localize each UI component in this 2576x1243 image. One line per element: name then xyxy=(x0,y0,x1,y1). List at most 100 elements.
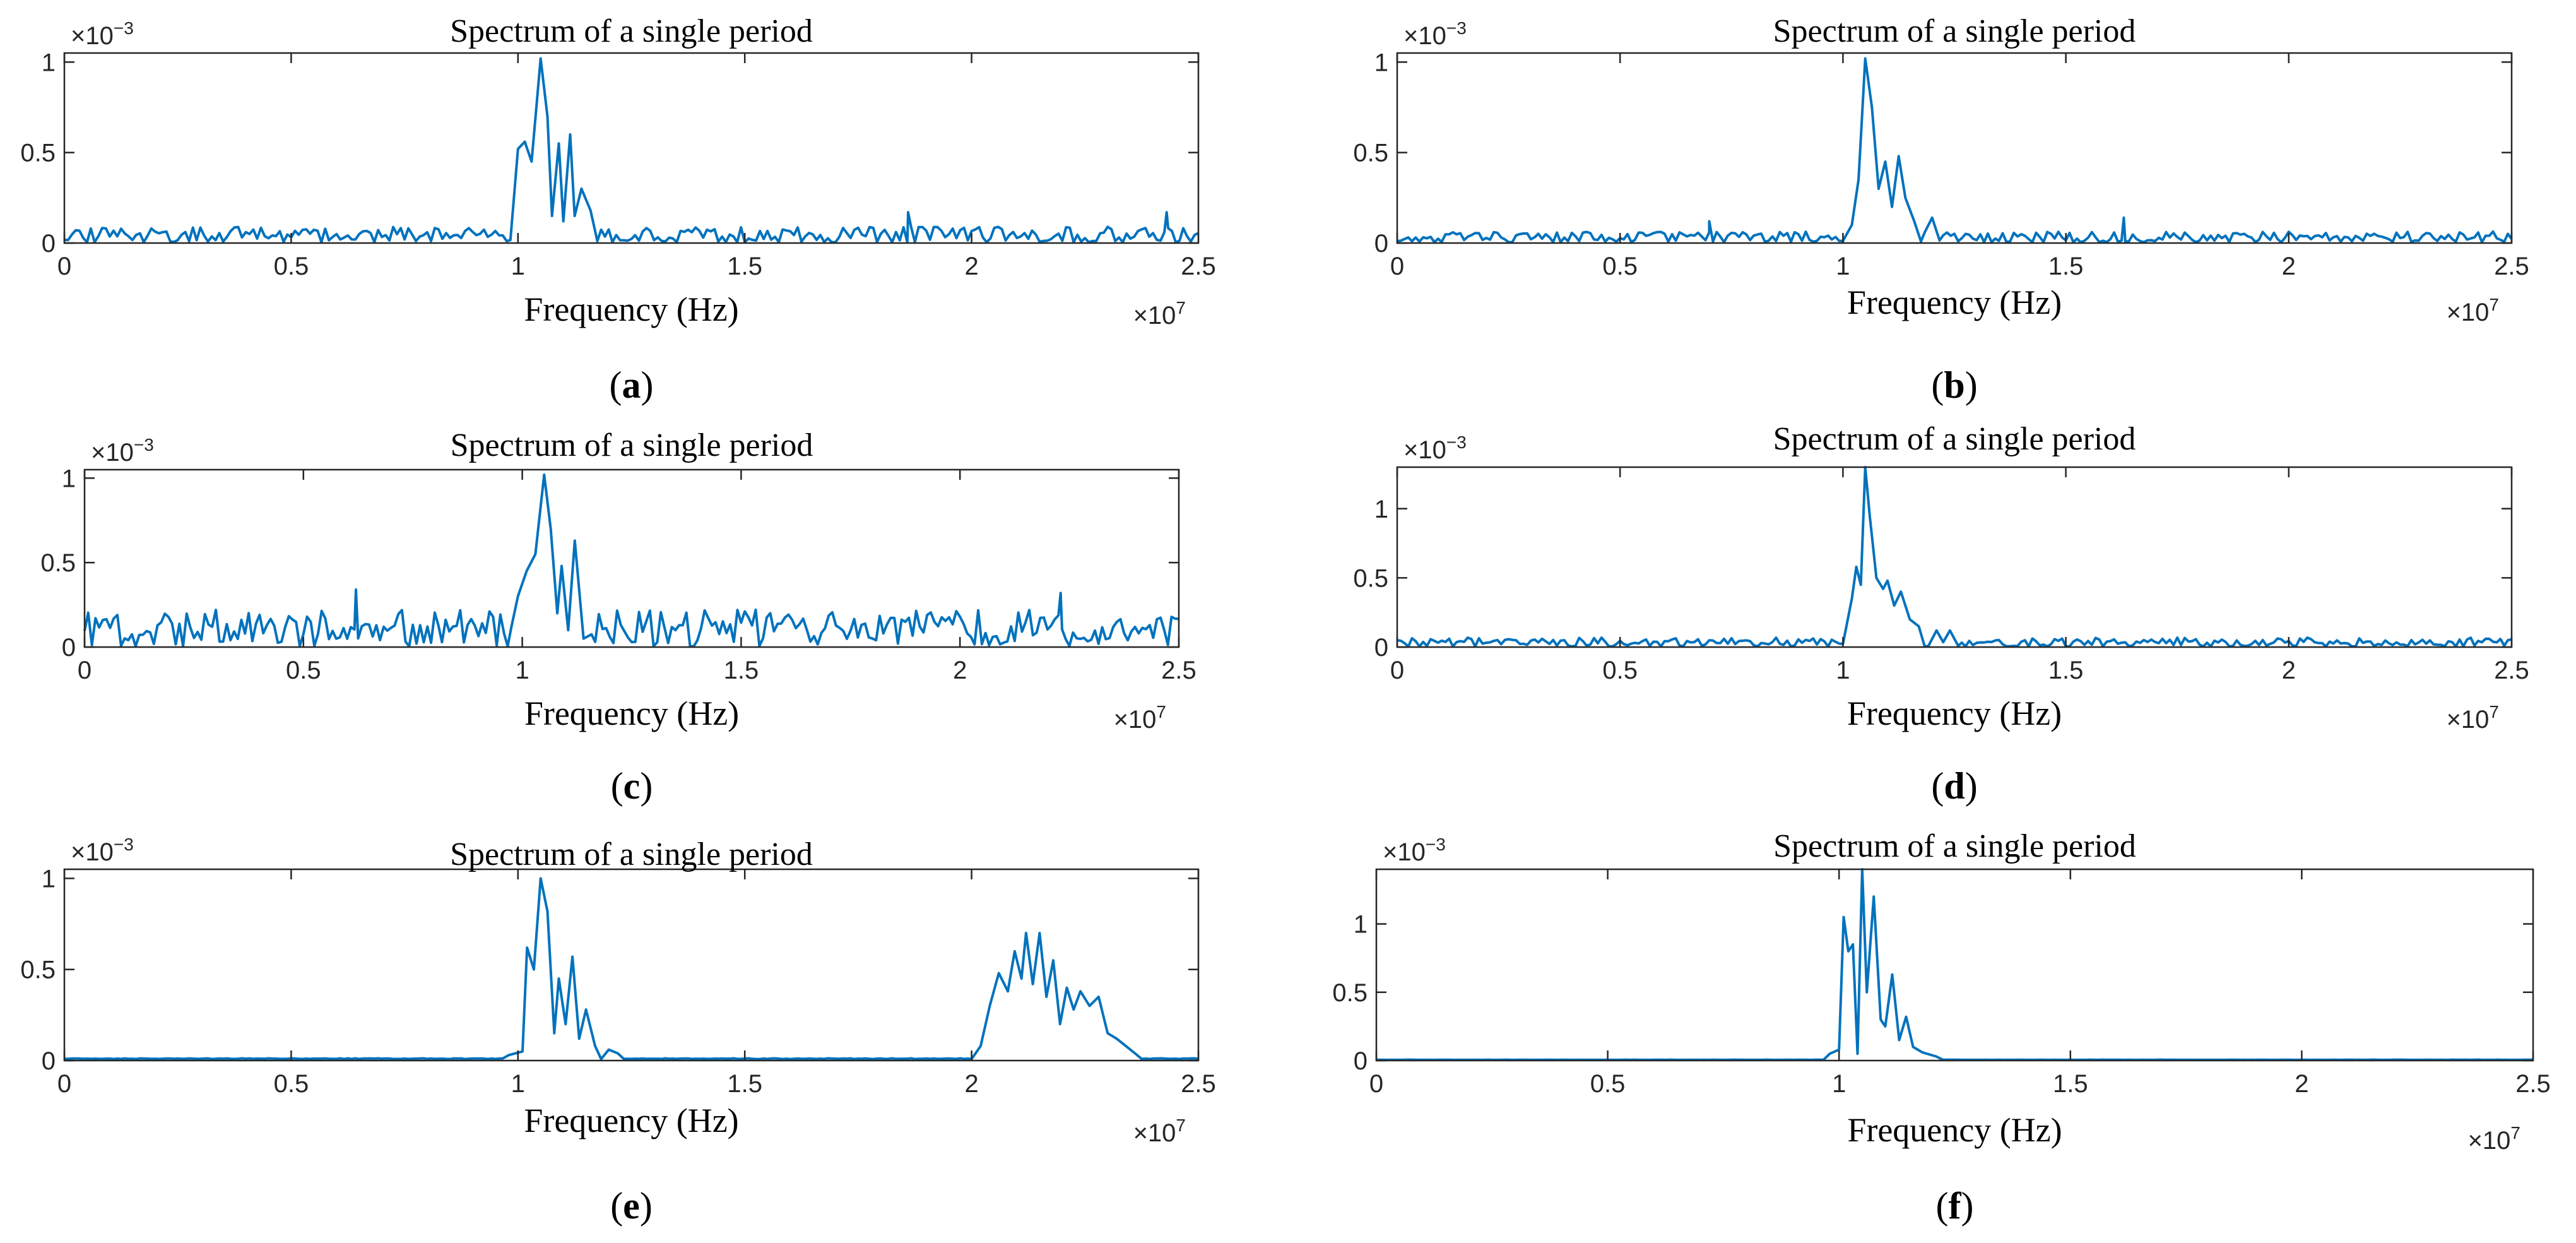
x-tick-label: 2.5 xyxy=(2494,253,2529,280)
chart-b: 0 0.5 1 1.5 2 2.5 0 0.5 1 Spectrum of a single pe… xyxy=(1353,13,2529,406)
chart-f: 0 0.5 1 1.5 2 2.5 0 0.5 1 Spectrum of a single pe… xyxy=(1332,828,2550,1227)
y-exponent-label: ×10−3 xyxy=(1403,432,1467,464)
x-tick-label: 1 xyxy=(1832,1070,1846,1098)
x-tick-label: 0.5 xyxy=(274,253,309,280)
x-tick-label: 2 xyxy=(964,253,978,280)
x-tick-label: 1.5 xyxy=(724,657,759,684)
x-tick-label: 2.5 xyxy=(1181,253,1216,280)
x-tick-label: 1.5 xyxy=(727,1070,762,1098)
chart-d: 0 0.5 1 1.5 2 2.5 0 0.5 1 Spectrum of a single pe… xyxy=(1353,421,2529,807)
x-tick-label: 1.5 xyxy=(2048,657,2084,684)
x-tick-label: 0.5 xyxy=(1590,1070,1626,1098)
x-tick-label: 0 xyxy=(57,1070,71,1098)
x-tick-label: 0 xyxy=(57,253,71,280)
x-exponent-label: ×107 xyxy=(2468,1123,2520,1155)
x-tick-label: 2 xyxy=(964,1070,978,1098)
panel-caption: (b) xyxy=(1931,364,1977,406)
x-tick-label: 0 xyxy=(1390,657,1404,684)
x-exponent-label: ×107 xyxy=(2447,295,2499,326)
chart-c: 0 0.5 1 1.5 2 2.5 0 0.5 1 Spectrum of a single pe… xyxy=(40,427,1196,807)
x-tick-label: 2 xyxy=(2282,657,2296,684)
x-axis-label: Frequency (Hz) xyxy=(524,290,738,328)
x-tick-label: 1 xyxy=(515,657,529,684)
y-tick-label: 0 xyxy=(62,634,76,662)
chart-title: Spectrum of a single period xyxy=(1773,421,2136,457)
x-tick-label: 1 xyxy=(511,1070,525,1098)
panel-caption: (a) xyxy=(610,364,654,406)
x-tick-label: 2.5 xyxy=(2515,1070,2551,1098)
x-axis-label: Frequency (Hz) xyxy=(1847,694,2062,732)
y-tick-label: 0.5 xyxy=(1353,564,1388,592)
chart-title: Spectrum of a single period xyxy=(1773,828,2136,864)
x-tick-label: 1.5 xyxy=(2048,253,2084,280)
y-exponent-label: ×10−3 xyxy=(1383,835,1446,866)
x-tick-label: 2.5 xyxy=(2494,657,2529,684)
y-tick-label: 0.5 xyxy=(1353,140,1388,167)
x-axis-label: Frequency (Hz) xyxy=(524,694,739,732)
x-tick-label: 0.5 xyxy=(1602,253,1638,280)
y-tick-label: 0 xyxy=(42,230,56,258)
x-tick-label: 0.5 xyxy=(274,1070,309,1098)
axes-box xyxy=(63,868,1200,1062)
y-exponent-label: ×10−3 xyxy=(91,435,154,467)
x-tick-label: 0 xyxy=(78,657,92,684)
chart-title: Spectrum of a single period xyxy=(451,427,813,463)
x-exponent-label: ×107 xyxy=(2447,702,2499,734)
chart-a: 0 0.5 1 1.5 2 2.5 0 0.5 1 Spectrum of a single pe… xyxy=(20,13,1215,406)
x-axis-label: Frequency (Hz) xyxy=(524,1102,738,1139)
x-tick-label: 0 xyxy=(1390,253,1404,280)
x-tick-label: 1 xyxy=(1836,253,1850,280)
y-tick-label: 0 xyxy=(1354,1047,1368,1075)
x-exponent-label: ×107 xyxy=(1114,702,1166,734)
series-line xyxy=(1397,57,2513,244)
x-tick-label: 2.5 xyxy=(1161,657,1196,684)
axes-box xyxy=(63,52,1200,244)
chart-title: Spectrum of a single period xyxy=(1773,13,2136,49)
y-tick-label: 0 xyxy=(1374,634,1388,662)
y-tick-label: 0.5 xyxy=(20,140,56,167)
y-tick-label: 0.5 xyxy=(1332,979,1368,1007)
x-tick-label: 0.5 xyxy=(1602,657,1638,684)
series-line xyxy=(1376,868,2533,1061)
axes-box xyxy=(83,468,1180,648)
y-tick-label: 1 xyxy=(42,49,56,76)
y-tick-label: 1 xyxy=(1354,911,1368,939)
y-tick-label: 0.5 xyxy=(40,549,76,577)
axes-box xyxy=(1375,868,2534,1062)
x-axis-label: Frequency (Hz) xyxy=(1847,1111,2062,1149)
panel-caption: (d) xyxy=(1931,765,1977,807)
x-tick-label: 0.5 xyxy=(286,657,321,684)
x-tick-label: 1 xyxy=(511,253,525,280)
y-tick-label: 1 xyxy=(62,465,76,492)
series-line xyxy=(64,57,1199,244)
y-tick-label: 0 xyxy=(1374,230,1388,258)
x-exponent-label: ×107 xyxy=(1133,1115,1186,1147)
y-tick-label: 0.5 xyxy=(20,956,56,984)
panel-caption: (f) xyxy=(1936,1185,1974,1227)
x-exponent-label: ×107 xyxy=(1133,298,1186,330)
x-axis-label: Frequency (Hz) xyxy=(1847,283,2062,321)
y-tick-label: 1 xyxy=(1374,496,1388,523)
series-line xyxy=(64,877,1199,1061)
panel-caption: (e) xyxy=(610,1185,653,1227)
x-tick-label: 2 xyxy=(953,657,967,684)
y-tick-label: 1 xyxy=(1374,49,1388,76)
x-tick-label: 1 xyxy=(1836,657,1850,684)
y-tick-label: 1 xyxy=(42,865,56,893)
x-tick-label: 2.5 xyxy=(1181,1070,1216,1098)
series-line xyxy=(1397,466,2512,648)
chart-title: Spectrum of a single period xyxy=(450,836,813,872)
y-tick-label: 0 xyxy=(42,1047,56,1075)
x-tick-label: 1.5 xyxy=(727,253,762,280)
series-line xyxy=(83,473,1179,648)
y-exponent-label: ×10−3 xyxy=(71,18,134,50)
x-tick-label: 1.5 xyxy=(2053,1070,2088,1098)
x-tick-label: 2 xyxy=(2295,1070,2308,1098)
x-tick-label: 2 xyxy=(2282,253,2296,280)
chart-title: Spectrum of a single period xyxy=(450,13,813,49)
axes-box xyxy=(1396,466,2513,648)
panel-caption: (c) xyxy=(611,765,653,807)
y-exponent-label: ×10−3 xyxy=(71,835,134,866)
y-exponent-label: ×10−3 xyxy=(1403,18,1467,50)
